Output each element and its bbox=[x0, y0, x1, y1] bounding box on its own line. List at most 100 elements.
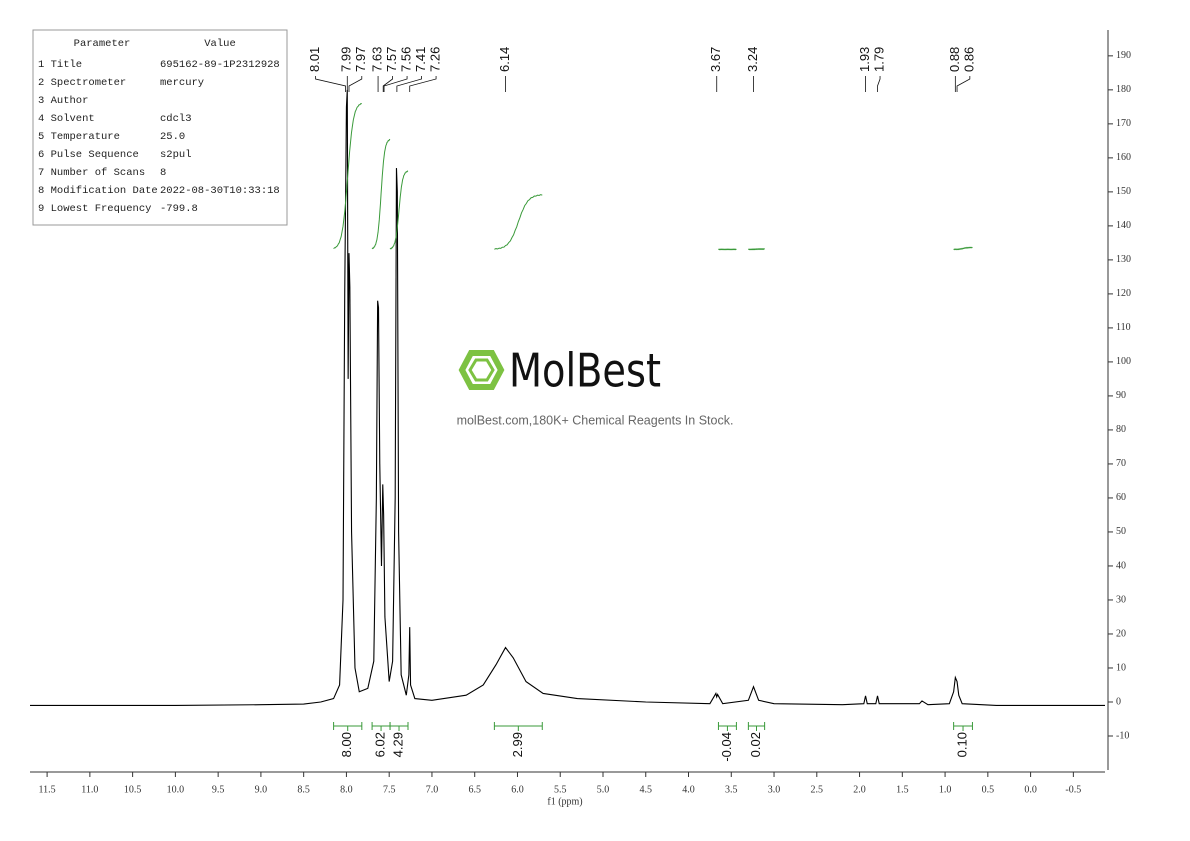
peak-label: 0.88 bbox=[947, 47, 962, 72]
integral-curve bbox=[953, 246, 973, 251]
y-tick-label: 130 bbox=[1116, 254, 1131, 265]
peak-connector bbox=[382, 76, 393, 92]
integral-bracket bbox=[493, 722, 543, 731]
y-tick-label: 60 bbox=[1116, 492, 1126, 503]
integral-label: 4.29 bbox=[390, 732, 405, 757]
peak-label: 1.93 bbox=[857, 47, 872, 72]
x-tick-label: 6.0 bbox=[511, 784, 524, 795]
table-cell: 695162-89-1P2312928 bbox=[160, 59, 280, 71]
peak-connector bbox=[409, 76, 437, 92]
peak-label: 7.63 bbox=[370, 47, 385, 72]
x-tick-label: 6.5 bbox=[468, 784, 481, 795]
x-tick-label: 0.5 bbox=[982, 784, 995, 795]
x-tick-label: 2.5 bbox=[811, 784, 824, 795]
integral-bracket bbox=[953, 722, 973, 731]
x-tick-label: -0.5 bbox=[1065, 784, 1081, 795]
integral-label: 8.00 bbox=[339, 732, 354, 757]
integral-bracket bbox=[371, 722, 391, 731]
y-tick-label: 170 bbox=[1116, 118, 1131, 129]
y-tick-label: 0 bbox=[1116, 696, 1121, 707]
integral-label: 0.10 bbox=[954, 732, 969, 757]
table-cell: 2 Spectrometer bbox=[38, 77, 126, 89]
x-tick-label: 5.5 bbox=[554, 784, 567, 795]
peak-label: 7.97 bbox=[353, 47, 368, 72]
table-cell: 6 Pulse Sequence bbox=[38, 149, 139, 161]
peak-connector bbox=[348, 76, 363, 92]
peak-label: 7.99 bbox=[339, 47, 354, 72]
peak-label: 0.86 bbox=[961, 47, 976, 72]
y-tick-label: 120 bbox=[1116, 288, 1131, 299]
parameter-table-border bbox=[32, 29, 288, 226]
table-cell: s2pul bbox=[160, 149, 192, 161]
table-cell: 7 Number of Scans bbox=[38, 167, 145, 179]
x-tick-label: 0.0 bbox=[1024, 784, 1037, 795]
integral-label: -0.04 bbox=[719, 732, 734, 762]
x-tick-label: 11.0 bbox=[81, 784, 98, 795]
x-tick-label: 7.0 bbox=[426, 784, 439, 795]
spectrum bbox=[30, 89, 1105, 706]
table-cell: 4 Solvent bbox=[38, 113, 95, 125]
x-tick-label: 11.5 bbox=[39, 784, 56, 795]
peak-label: 3.67 bbox=[708, 47, 723, 72]
integral-curve bbox=[718, 248, 737, 251]
x-tick-label: 9.0 bbox=[255, 784, 268, 795]
x-tick-label: 4.5 bbox=[640, 784, 653, 795]
table-cell: mercury bbox=[160, 77, 204, 89]
table-cell: 5 Temperature bbox=[38, 131, 120, 143]
peak-label: 7.57 bbox=[384, 47, 399, 72]
y-tick-label: 190 bbox=[1116, 50, 1131, 61]
table-cell: 8 bbox=[160, 167, 166, 179]
y-tick-label: 180 bbox=[1116, 84, 1131, 95]
integral-curve bbox=[389, 170, 409, 250]
peak-label: 3.24 bbox=[745, 47, 760, 72]
table-cell: 1 Title bbox=[38, 59, 82, 71]
y-tick-label: -10 bbox=[1116, 730, 1129, 741]
y-tick-label: 90 bbox=[1116, 390, 1126, 401]
table-cell: -799.8 bbox=[160, 203, 198, 215]
x-axis-label: f1 (ppm) bbox=[547, 796, 582, 807]
logo-ring bbox=[468, 358, 495, 382]
peak-connector bbox=[877, 76, 881, 92]
x-tick-label: 1.5 bbox=[896, 784, 909, 795]
y-tick-label: 160 bbox=[1116, 152, 1131, 163]
table-header: Parameter bbox=[74, 38, 131, 50]
integral-curve bbox=[748, 247, 765, 251]
peak-label: 8.01 bbox=[307, 47, 322, 72]
logo bbox=[458, 350, 505, 390]
integral-curve bbox=[371, 138, 391, 250]
integral-curve bbox=[333, 102, 362, 250]
brand: MolBest bbox=[509, 344, 661, 398]
table-cell: 9 Lowest Frequency bbox=[38, 203, 151, 215]
x-tick-label: 2.0 bbox=[853, 784, 866, 795]
peak-label: 7.41 bbox=[413, 47, 428, 72]
peak-label: 7.26 bbox=[428, 47, 443, 72]
peak-connector bbox=[383, 76, 408, 92]
y-tick-label: 110 bbox=[1116, 322, 1131, 333]
peak-label: 7.56 bbox=[399, 47, 414, 72]
y-tick-label: 30 bbox=[1116, 594, 1126, 605]
x-tick-label: 8.0 bbox=[340, 784, 353, 795]
integral-label: 0.02 bbox=[748, 732, 763, 757]
y-tick-label: 150 bbox=[1116, 186, 1131, 197]
integral-label: 6.02 bbox=[373, 732, 388, 757]
integral-bracket bbox=[717, 722, 737, 731]
peak-connector bbox=[956, 76, 971, 92]
logo-hexagon bbox=[458, 350, 505, 390]
table-cell: 8 Modification Date bbox=[38, 185, 158, 197]
table-cell: 25.0 bbox=[160, 131, 185, 143]
y-tick-label: 20 bbox=[1116, 628, 1126, 639]
table-cell: 2022-08-30T10:33:18 bbox=[160, 185, 280, 197]
peak-connector bbox=[315, 76, 346, 92]
y-tick-label: 140 bbox=[1116, 220, 1131, 231]
x-tick-label: 5.0 bbox=[597, 784, 610, 795]
integral-bracket bbox=[747, 722, 766, 731]
x-tick-label: 7.5 bbox=[383, 784, 396, 795]
x-tick-label: 10.0 bbox=[167, 784, 185, 795]
y-tick-label: 40 bbox=[1116, 560, 1126, 571]
x-tick-label: 3.5 bbox=[725, 784, 738, 795]
x-tick-label: 9.5 bbox=[212, 784, 225, 795]
peak-label: 6.14 bbox=[497, 47, 512, 72]
x-tick-label: 4.0 bbox=[682, 784, 695, 795]
